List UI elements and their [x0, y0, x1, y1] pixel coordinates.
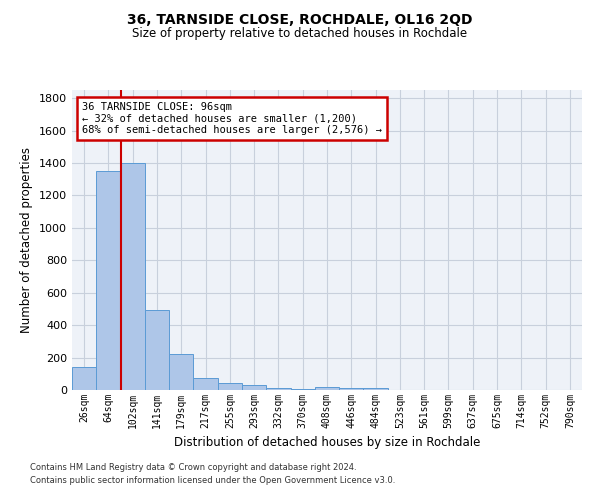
Bar [218, 382, 242, 390]
Text: Size of property relative to detached houses in Rochdale: Size of property relative to detached ho… [133, 28, 467, 40]
Text: Contains public sector information licensed under the Open Government Licence v3: Contains public sector information licen… [30, 476, 395, 485]
Bar [169, 354, 193, 390]
Bar [145, 310, 169, 390]
Bar [290, 388, 315, 390]
Bar [266, 388, 290, 390]
Text: 36, TARNSIDE CLOSE, ROCHDALE, OL16 2QD: 36, TARNSIDE CLOSE, ROCHDALE, OL16 2QD [127, 12, 473, 26]
Bar [121, 163, 145, 390]
Bar [193, 378, 218, 390]
Bar [242, 386, 266, 390]
Text: Contains HM Land Registry data © Crown copyright and database right 2024.: Contains HM Land Registry data © Crown c… [30, 464, 356, 472]
Bar [96, 171, 121, 390]
Y-axis label: Number of detached properties: Number of detached properties [20, 147, 34, 333]
X-axis label: Distribution of detached houses by size in Rochdale: Distribution of detached houses by size … [174, 436, 480, 450]
Bar [72, 368, 96, 390]
Bar [339, 388, 364, 390]
Text: 36 TARNSIDE CLOSE: 96sqm
← 32% of detached houses are smaller (1,200)
68% of sem: 36 TARNSIDE CLOSE: 96sqm ← 32% of detach… [82, 102, 382, 135]
Bar [315, 387, 339, 390]
Bar [364, 388, 388, 390]
